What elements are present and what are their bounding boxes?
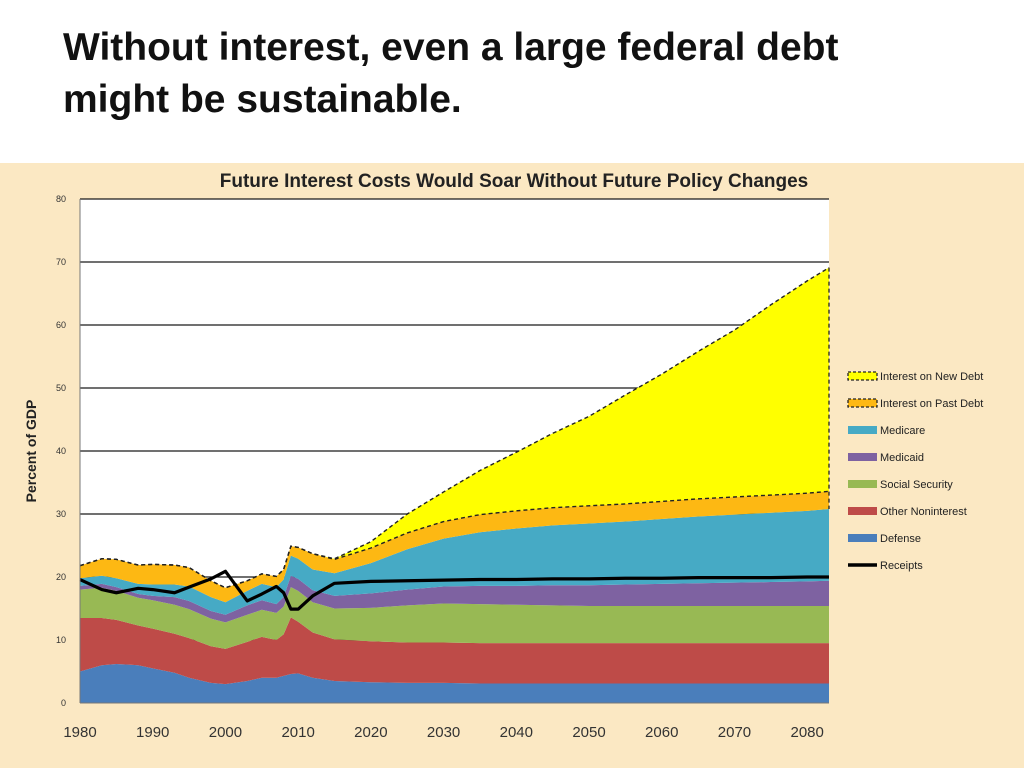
legend-label: Interest on New Debt — [880, 371, 983, 383]
slide-title: Without interest, even a large federal d… — [63, 22, 963, 126]
y-tick-label: 0 — [61, 698, 66, 708]
legend-item-other-noninterest: Other Noninterest — [848, 506, 967, 518]
legend-item-medicaid: Medicaid — [848, 452, 924, 464]
legend-label: Social Security — [880, 479, 953, 491]
slide-title-line-1: Without interest, even a large federal d… — [63, 26, 839, 69]
x-tick-label: 2050 — [572, 724, 605, 741]
x-tick-label: 2060 — [645, 724, 678, 741]
slide-title-line-2: might be sustainable. — [63, 78, 462, 121]
legend-swatch — [847, 371, 878, 381]
area-social-security — [80, 587, 829, 649]
area-medicare — [80, 508, 829, 615]
x-tick-label: 2010 — [281, 724, 314, 741]
x-tick-label: 2080 — [790, 724, 823, 741]
area-medicaid — [80, 575, 829, 623]
x-tick-label: 1990 — [136, 724, 169, 741]
y-tick-label: 30 — [56, 509, 66, 519]
legend-swatch — [848, 453, 877, 461]
y-tick-label: 70 — [56, 257, 66, 267]
interest-boundaries — [79, 267, 830, 589]
x-tick-label: 2030 — [427, 724, 460, 741]
area-interest-past — [80, 491, 829, 603]
x-tick-label: 2000 — [209, 724, 242, 741]
area-other-noninterest — [80, 617, 829, 685]
y-tick-label: 80 — [56, 194, 66, 204]
area-defense — [80, 663, 829, 703]
receipts-line-group — [79, 569, 829, 611]
legend-item-interest-new: Interest on New Debt — [847, 371, 983, 383]
stacked-areas — [80, 267, 829, 703]
legend-swatch — [848, 507, 877, 515]
legend-label: Interest on Past Debt — [880, 398, 983, 410]
chart-title: Future Interest Costs Would Soar Without… — [220, 171, 809, 192]
x-tick-labels: 1980 1990 2000 2010 2020 2030 2040 2050 2060 2070… — [63, 724, 824, 741]
y-tick-label: 50 — [56, 383, 66, 393]
legend-swatch — [847, 398, 878, 408]
area-interest-new — [80, 267, 829, 588]
x-tick-label: 2020 — [354, 724, 387, 741]
y-axis-label: Percent of GDP — [23, 400, 39, 503]
legend-swatch — [848, 426, 877, 434]
y-tick-labels: 0 10 20 30 40 50 60 70 80 — [56, 194, 66, 708]
x-tick-label: 2040 — [500, 724, 533, 741]
legend-swatch — [848, 534, 877, 542]
y-tick-label: 20 — [56, 572, 66, 582]
chart-figure: Future Interest Costs Would Soar Without… — [0, 163, 1024, 768]
legend-label: Receipts — [880, 560, 923, 572]
legend-label: Other Noninterest — [880, 506, 967, 518]
stacked-area-chart: Future Interest Costs Would Soar Without… — [23, 171, 983, 741]
x-tick-label: 1980 — [63, 724, 96, 741]
legend-item-social-security: Social Security — [848, 479, 953, 491]
legend: Interest on New Debt Interest on Past Deb… — [847, 371, 983, 572]
legend-item-interest-past: Interest on Past Debt — [847, 398, 983, 410]
legend-item-defense: Defense — [848, 533, 921, 545]
line-receipts — [79, 569, 829, 611]
x-tick-label: 2070 — [718, 724, 751, 741]
legend-label: Defense — [880, 533, 921, 545]
legend-label: Medicare — [880, 425, 925, 437]
legend-swatch — [848, 480, 877, 488]
y-tick-label: 60 — [56, 320, 66, 330]
y-tick-label: 40 — [56, 446, 66, 456]
legend-item-medicare: Medicare — [848, 425, 925, 437]
legend-item-receipts: Receipts — [848, 560, 923, 572]
legend-label: Medicaid — [880, 452, 924, 464]
y-tick-label: 10 — [56, 635, 66, 645]
